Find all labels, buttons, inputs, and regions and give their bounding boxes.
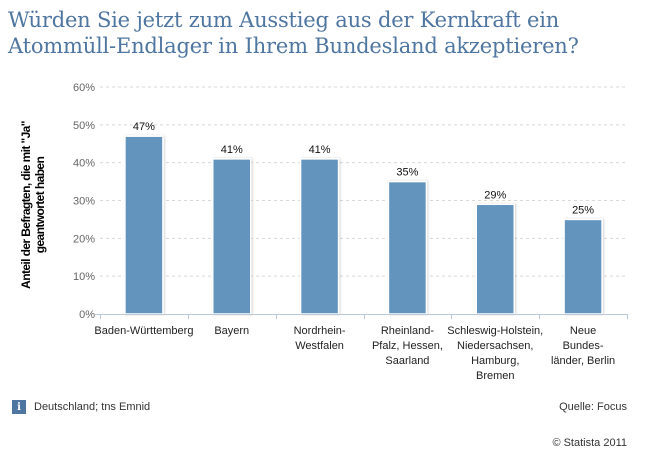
x-tick-label-line: Pfalz, Hessen, <box>372 340 443 352</box>
chart-title-line: Atommüll-Endlager in Ihrem Bundesland ak… <box>8 34 579 58</box>
x-tick-label-line: Schleswig-Holstein, <box>447 325 543 337</box>
x-tick-label: Baden-Württemberg <box>94 325 193 337</box>
y-tick-label: 40% <box>73 158 95 170</box>
source-text: Quelle: Focus <box>559 401 627 413</box>
x-tick-label-line: Neue <box>570 325 596 337</box>
x-tick-label-line: Hamburg, <box>471 355 519 367</box>
bar-value-label: 29% <box>484 189 506 201</box>
bar <box>299 158 340 315</box>
y-tick-label: 50% <box>73 120 95 132</box>
x-tick-label-line: länder, Berlin <box>551 355 615 367</box>
x-tick-label: Schleswig-Holstein, Niedersachsen, Hamburg… <box>447 325 543 382</box>
y-tick-label: 20% <box>73 233 95 245</box>
footer-info: i Deutschland; tns Emnid <box>12 400 150 414</box>
bar-value-label: 25% <box>572 204 594 216</box>
info-icon[interactable]: i <box>12 400 26 414</box>
bar <box>212 158 252 315</box>
y-tick-label: 60% <box>73 82 95 94</box>
chart-title: Würden Sie jetzt zum Ausstieg aus der Ke… <box>8 7 648 59</box>
x-tick-label-line: Bundes- <box>563 340 604 352</box>
x-tick-label-line: Rheinland- <box>381 325 435 337</box>
y-tick-label: 30% <box>73 196 95 208</box>
x-tick-label-line: Bremen <box>476 370 515 382</box>
y-tick-label: 0% <box>79 309 95 321</box>
x-tick-label-line: Westfalen <box>295 340 344 352</box>
x-tick-label-line: Saarland <box>385 355 429 367</box>
bar-value-label: 41% <box>309 144 331 156</box>
copyright-text: © Statista 2011 <box>552 437 627 449</box>
x-tick-label: Nordrhein- Westfalen <box>294 325 346 352</box>
x-tick-label-line: Baden-Württemberg <box>94 325 193 337</box>
bar-value-label: 41% <box>221 144 243 156</box>
bar <box>124 135 164 315</box>
x-tick-label: Bayern <box>214 325 249 337</box>
x-tick-label: Rheinland- Pfalz, Hessen, Saarland <box>372 325 443 367</box>
bar-chart: 0% 10% 20% 30% 40% 50% 60% 47% Baden-Württemberg… <box>73 82 628 382</box>
bar <box>475 203 515 315</box>
x-tick-label-line: Bayern <box>214 325 249 337</box>
bar <box>387 180 428 315</box>
chart-title-line: Würden Sie jetzt zum Ausstieg aus der Ke… <box>8 8 560 32</box>
x-tick-label-line: Niedersachsen, <box>457 340 533 352</box>
region-source-text: Deutschland; tns Emnid <box>34 401 151 413</box>
bar-value-label: 35% <box>396 167 418 179</box>
x-tick-label: Neue Bundes-länder, Berlin <box>551 325 615 367</box>
y-tick-label: 10% <box>73 271 95 283</box>
bar-value-label: 47% <box>133 121 155 133</box>
x-tick-label-line: Nordrhein- <box>294 325 346 337</box>
bar <box>563 218 603 315</box>
